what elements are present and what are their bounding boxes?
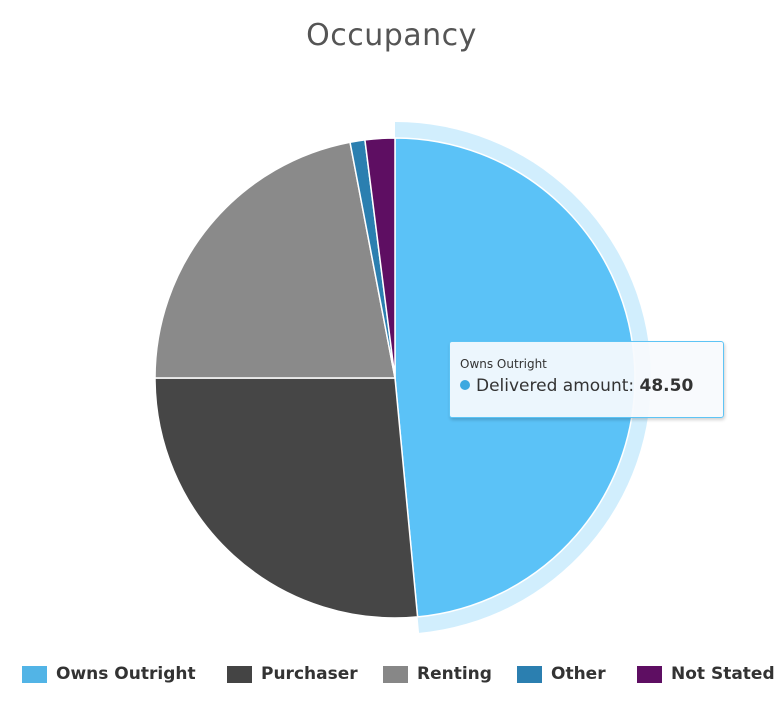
legend-swatch: [383, 665, 408, 683]
pie-slices: [154, 137, 636, 619]
legend-item-owns-outright[interactable]: Owns Outright: [22, 661, 196, 687]
tooltip-value: 48.50: [639, 376, 694, 396]
tooltip-metric-label: Delivered amount:: [476, 376, 635, 396]
legend-swatch: [517, 665, 542, 683]
pie-slice-renting[interactable]: [154, 141, 396, 379]
legend-label: Renting: [417, 664, 492, 684]
tooltip-dot-icon: [460, 380, 470, 390]
legend-label: Owns Outright: [56, 664, 196, 684]
legend-label: Not Stated: [671, 664, 775, 684]
chart-title: Occupancy: [306, 18, 477, 53]
legend-swatch: [22, 665, 47, 683]
pie-slice-purchaser[interactable]: [154, 377, 419, 619]
tooltip-row: Delivered amount: 48.50: [460, 374, 713, 398]
tooltip-series-name: Owns Outright: [460, 357, 547, 371]
legend-item-renting[interactable]: Renting: [383, 661, 492, 687]
legend-swatch: [637, 665, 662, 683]
legend-item-not-stated[interactable]: Not Stated: [637, 661, 775, 687]
legend-item-purchaser[interactable]: Purchaser: [227, 661, 358, 687]
legend-item-other[interactable]: Other: [517, 661, 606, 687]
legend-swatch: [227, 665, 252, 683]
pie-slice-not-stated[interactable]: [364, 137, 396, 379]
legend: Owns Outright Purchaser Renting Other Not St…: [0, 661, 783, 687]
tooltip: Owns Outright Delivered amount: 48.50: [449, 341, 724, 418]
legend-label: Other: [551, 664, 606, 684]
legend-label: Purchaser: [261, 664, 358, 684]
